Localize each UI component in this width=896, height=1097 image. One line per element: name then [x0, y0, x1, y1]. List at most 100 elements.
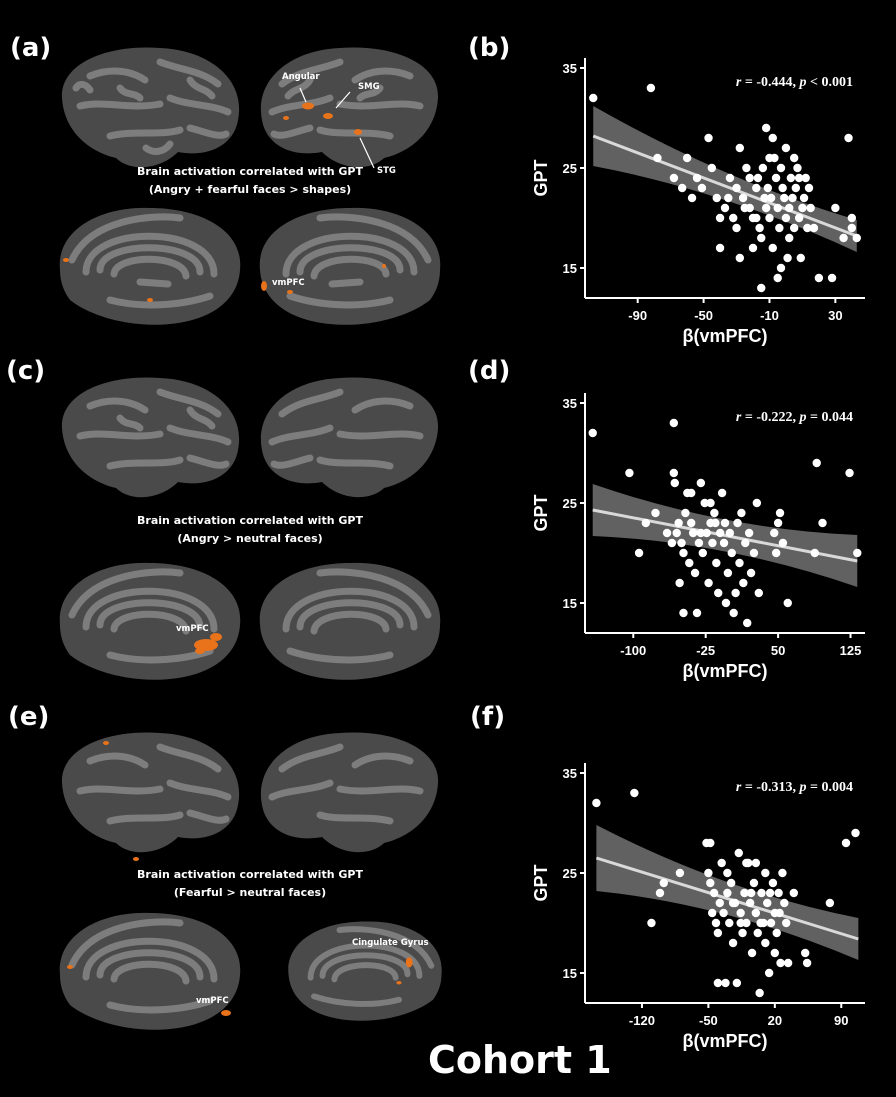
x-tick-label: 90 [834, 1013, 848, 1028]
data-point [761, 203, 771, 213]
scatter-chart-d: 15 25 35 -100 -25 50 125 β(vmPFC) GPT r = -0.222,… [531, 393, 865, 681]
correlation-annotation: r = -0.222, p = 0.044 [736, 410, 853, 425]
data-point [672, 528, 681, 538]
data-point [720, 203, 730, 213]
data-point [735, 558, 744, 568]
data-point [783, 253, 792, 263]
data-point [761, 938, 770, 948]
x-tick-label: -50 [699, 1013, 718, 1028]
data-point [766, 193, 776, 203]
data-point [794, 213, 804, 223]
panel-letter-b: (b) [468, 33, 511, 63]
data-point [771, 173, 781, 183]
data-point [725, 173, 735, 183]
data-point [659, 878, 668, 888]
data-point [625, 468, 634, 478]
data-point [712, 193, 721, 203]
x-axis-label: β(vmPFC) [683, 326, 768, 346]
data-point [713, 928, 723, 938]
data-point [706, 498, 715, 508]
brain-caption-a-line1: Brain activation correlated with GPT [137, 165, 363, 178]
data-point [714, 588, 723, 598]
x-tick-label: 20 [768, 1013, 782, 1028]
data-point [798, 203, 807, 213]
data-point [715, 898, 724, 908]
brain-medial-right [259, 207, 441, 325]
label-vmpfc-a: vmPFC [272, 278, 305, 288]
data-point [755, 223, 764, 233]
data-point [707, 163, 717, 173]
brain-medial-left [59, 207, 241, 325]
y-tick-label: 35 [563, 61, 577, 76]
data-point [812, 458, 821, 468]
data-point [653, 153, 662, 163]
data-point [720, 518, 730, 528]
data-point [747, 948, 757, 958]
brain-lateral-right-c [260, 377, 439, 498]
data-point [733, 518, 742, 528]
data-point [687, 518, 696, 528]
data-point [682, 153, 692, 163]
data-point [719, 538, 729, 548]
brain-lateral-right-e [260, 732, 439, 853]
brain-lateral-left-e [61, 732, 240, 861]
brain-medial-left-c [59, 562, 241, 680]
data-point [746, 568, 756, 578]
brain-lateral-left-c [61, 377, 240, 498]
data-point [782, 918, 791, 928]
data-point [783, 958, 793, 968]
data-point [844, 133, 853, 143]
y-tick-label: 15 [563, 261, 577, 276]
cohort-label: Cohort 1 [428, 1038, 612, 1082]
data-point [778, 868, 787, 878]
data-point [704, 578, 713, 588]
data-point [765, 213, 774, 223]
x-tick-label: -120 [629, 1013, 655, 1028]
data-point [719, 908, 728, 918]
data-point [768, 243, 777, 253]
data-point [781, 143, 791, 153]
panel-letter-f: (f) [470, 702, 506, 732]
panel-letter-a: (a) [10, 33, 52, 63]
x-tick-label: 50 [771, 643, 785, 658]
data-point [735, 143, 745, 153]
brain-medial-right-e [288, 921, 442, 1021]
data-point [647, 918, 656, 928]
data-point [677, 183, 687, 193]
data-point [737, 508, 746, 518]
data-point [793, 163, 802, 173]
data-point [781, 213, 791, 223]
brain-medial-right-c [259, 562, 441, 680]
data-point [708, 538, 717, 548]
data-point [634, 548, 644, 558]
data-point [772, 928, 781, 938]
brain-caption-c-line1: Brain activation correlated with GPT [137, 514, 363, 527]
data-point [704, 133, 713, 143]
label-angular: Angular [282, 72, 320, 82]
data-point [754, 588, 763, 598]
data-point [706, 878, 715, 888]
data-point [723, 568, 733, 578]
data-point [802, 958, 812, 968]
data-point [725, 528, 735, 538]
x-tick-label: 125 [840, 643, 862, 658]
data-point [677, 538, 686, 548]
data-point [692, 173, 702, 183]
data-point [724, 193, 733, 203]
data-point [775, 223, 784, 233]
data-point [711, 918, 721, 928]
data-point [746, 888, 756, 898]
data-point [738, 928, 747, 938]
data-point [712, 558, 721, 568]
data-point [729, 213, 738, 223]
data-point [588, 428, 597, 438]
data-point [756, 918, 765, 928]
data-point [723, 868, 732, 878]
data-point [783, 598, 792, 608]
data-point [726, 878, 736, 888]
data-point [723, 888, 732, 898]
label-stg: STG [377, 166, 396, 176]
data-point [707, 908, 717, 918]
data-point [744, 528, 754, 538]
data-point [732, 183, 741, 193]
